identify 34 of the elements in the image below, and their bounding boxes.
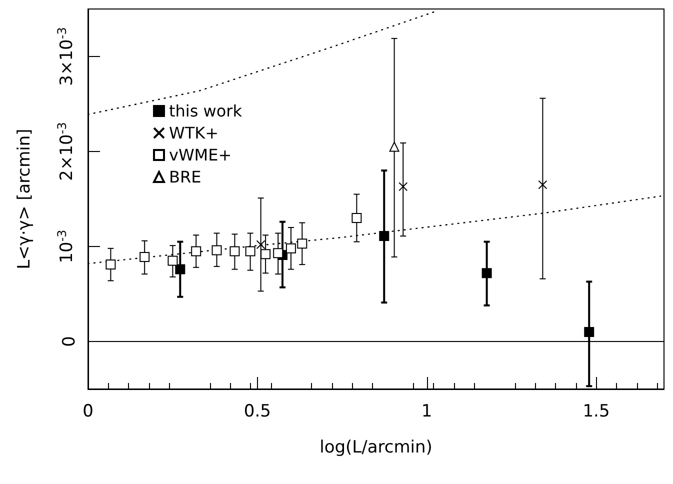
point xyxy=(389,142,400,152)
legend-label: vWME+ xyxy=(169,146,232,164)
point xyxy=(191,246,202,256)
point xyxy=(245,246,256,256)
point xyxy=(106,260,116,270)
x-tick-label: 1.5 xyxy=(582,402,610,422)
y-axis-title: L<γ·γ> [arcmin] xyxy=(14,128,34,270)
point xyxy=(260,249,271,260)
y-tick-label: 2×10-3 xyxy=(55,122,77,181)
point xyxy=(212,245,222,256)
point xyxy=(140,252,150,262)
point xyxy=(379,231,390,242)
point xyxy=(584,327,594,337)
point xyxy=(286,243,296,254)
point xyxy=(398,182,408,192)
point xyxy=(230,246,240,256)
point xyxy=(256,240,266,250)
point xyxy=(273,248,284,258)
y-tick-label: 10-3 xyxy=(55,230,77,264)
point xyxy=(482,268,492,278)
legend-label: this work xyxy=(169,102,243,120)
y-tick-label: 0 xyxy=(60,336,80,347)
x-tick-label: 0.5 xyxy=(244,402,271,422)
legend-label: WTK+ xyxy=(169,124,218,142)
point xyxy=(168,256,178,266)
y-tick-label: 3×10-3 xyxy=(55,27,77,86)
point xyxy=(538,180,548,190)
x-tick-label: 0 xyxy=(82,402,94,422)
point xyxy=(352,213,362,223)
point xyxy=(175,264,186,274)
legend-label: BRE xyxy=(169,168,202,186)
point xyxy=(297,238,308,249)
x-axis-title: log(L/arcmin) xyxy=(320,438,432,458)
x-tick-label: 1 xyxy=(421,402,432,422)
